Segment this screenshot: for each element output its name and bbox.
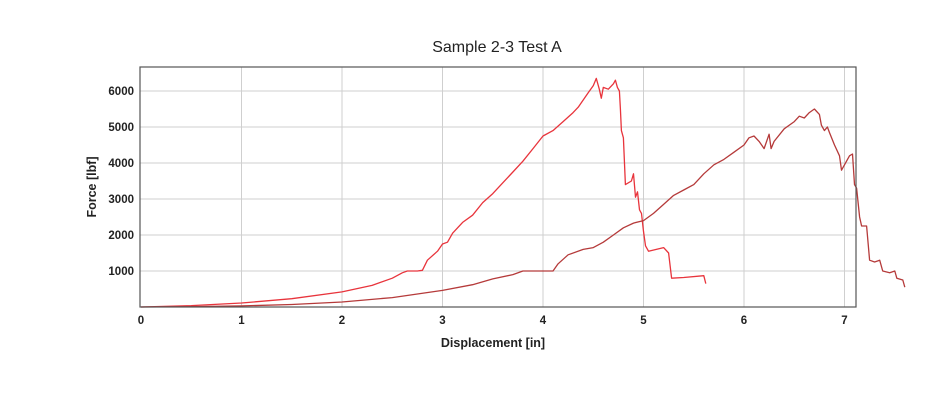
plot-lines [140,77,906,308]
y-axis-ticks: 1000 2000 3000 4000 5000 6000 [108,86,134,278]
gridlines [140,67,856,307]
y-tick-label: 3000 [108,194,134,206]
x-tick-label: 6 [741,315,747,327]
y-tick-label: 5000 [108,122,134,134]
x-tick-label: 4 [540,315,547,327]
y-tick-label: 1000 [108,266,134,278]
x-tick-label: 0 [138,315,144,327]
x-axis-ticks: 0 1 2 3 4 5 6 7 [138,315,848,327]
chart-title: Sample 2-3 Test A [432,39,562,56]
x-tick-label: 1 [238,315,245,327]
x-tick-label: 5 [640,315,647,327]
y-axis-label: Force [lbf] [85,156,99,217]
series-line [140,108,906,308]
x-tick-label: 2 [339,315,345,327]
x-tick-label: 3 [439,315,445,327]
y-tick-label: 6000 [108,86,134,98]
plot-frame [139,66,857,308]
y-tick-label: 2000 [108,230,134,242]
x-tick-label: 7 [841,315,847,327]
y-tick-label: 4000 [108,158,134,170]
x-axis-label: Displacement [in] [441,336,545,350]
series-line [140,77,707,308]
